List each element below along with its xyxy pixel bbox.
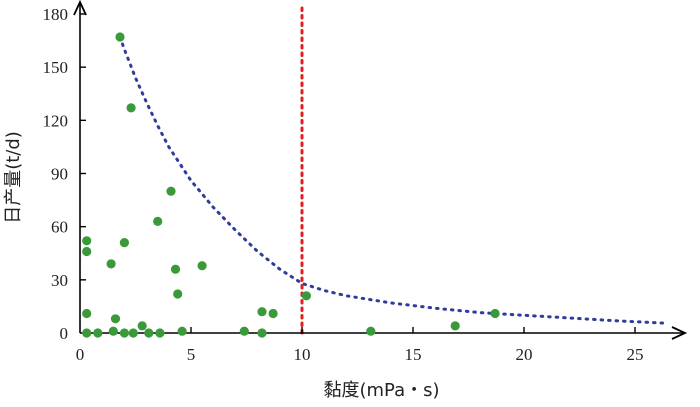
data-point <box>93 328 103 338</box>
x-tick-label: 20 <box>516 345 533 364</box>
data-point <box>197 261 207 271</box>
data-point <box>108 326 118 336</box>
data-point <box>166 186 176 196</box>
data-point <box>106 259 116 269</box>
y-tick-label: 0 <box>60 324 69 343</box>
x-tick-label: 10 <box>294 345 311 364</box>
data-point <box>173 289 183 299</box>
y-tick-label: 150 <box>43 58 69 77</box>
data-point <box>119 328 129 338</box>
x-tick-label: 15 <box>405 345 422 364</box>
data-point <box>239 326 249 336</box>
data-point <box>82 328 92 338</box>
data-point <box>110 314 121 324</box>
data-point <box>153 216 163 226</box>
data-point <box>490 308 500 319</box>
data-point <box>268 308 278 319</box>
data-point <box>301 291 311 301</box>
data-point <box>82 308 92 319</box>
data-point <box>115 32 125 42</box>
x-axis-title: 黏度(mPa・s) <box>323 380 439 401</box>
data-point <box>257 307 267 317</box>
y-axis-arrow <box>73 0 87 16</box>
data-point <box>257 328 267 338</box>
data-point <box>137 321 147 331</box>
x-tick-label: 5 <box>187 345 196 364</box>
data-point <box>82 246 92 257</box>
x-tick-label: 25 <box>627 345 644 364</box>
y-tick-label: 30 <box>51 271 68 290</box>
data-point <box>366 326 376 336</box>
x-axis-arrow <box>671 326 688 340</box>
data-point <box>126 103 136 113</box>
y-tick-label: 180 <box>43 5 69 24</box>
y-tick-label: 120 <box>43 111 69 130</box>
x-tick-label: 0 <box>76 345 85 364</box>
data-point <box>128 328 138 338</box>
y-tick-label: 90 <box>51 165 68 184</box>
y-tick-label: 60 <box>51 218 68 237</box>
data-point <box>450 321 460 331</box>
data-point <box>144 328 154 338</box>
y-axis-title: 日产量(t/d) <box>3 131 24 224</box>
data-point <box>155 328 165 338</box>
data-point <box>119 238 129 248</box>
trend-curve <box>118 35 670 325</box>
data-point <box>177 326 187 336</box>
data-point <box>82 236 92 246</box>
data-point <box>170 264 181 274</box>
